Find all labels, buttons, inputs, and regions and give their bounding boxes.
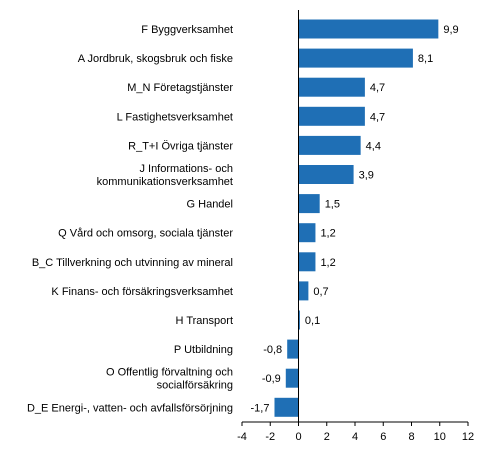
value-label: 0,1	[305, 315, 320, 327]
x-tick-label: -4	[237, 431, 247, 443]
category-label: Q Vård och omsorg, sociala tjänster	[58, 228, 233, 240]
bar	[298, 135, 361, 155]
category-label: P Utbildning	[174, 344, 233, 356]
bar	[274, 397, 299, 417]
x-tick-label: 6	[380, 431, 386, 443]
value-label: 4,7	[370, 82, 385, 94]
x-ticks-group: -4 -2 0 2 4 6 8 10 12	[237, 422, 474, 443]
category-label: D_E Energi-, vatten- och avfallsförsörjn…	[27, 402, 233, 414]
value-label: -0,8	[263, 344, 282, 356]
category-label-line: kommunikationsverksamhet	[97, 176, 233, 188]
category-label-line: A Jordbruk, skogsbruk och fiske	[78, 53, 233, 65]
value-label: 1,2	[320, 257, 335, 269]
bar	[298, 223, 316, 243]
x-tick-label: 12	[462, 431, 474, 443]
value-label: 4,4	[366, 140, 381, 152]
category-label-line: B_C Tillverkning och utvinning av minera…	[32, 257, 233, 269]
value-label: 4,7	[370, 111, 385, 123]
value-label: 1,5	[325, 199, 340, 211]
value-label: 0,7	[313, 286, 328, 298]
category-label-line: M_N Företagstjänster	[127, 82, 233, 94]
value-label: 1,2	[320, 228, 335, 240]
value-label: 3,9	[359, 170, 374, 182]
category-label: L Fastighetsverksamhet	[117, 111, 233, 123]
bar	[298, 281, 309, 301]
category-label: H Transport	[176, 315, 233, 327]
category-label: M_N Företagstjänster	[127, 82, 233, 94]
category-label: A Jordbruk, skogsbruk och fiske	[78, 53, 233, 65]
category-label: F Byggverksamhet	[141, 24, 233, 36]
category-label-line: G Handel	[187, 199, 233, 211]
bars-group	[274, 19, 439, 417]
category-label: O Offentlig förvaltning och socialförsäkr…	[106, 367, 233, 392]
value-label: -0,9	[262, 373, 281, 385]
x-tick-label: 2	[324, 431, 330, 443]
category-label-line: socialförsäkring	[157, 380, 233, 392]
category-labels-group: F Byggverksamhet A Jordbruk, skogsbruk oc…	[27, 24, 233, 414]
category-label-line: J Informations- och	[139, 163, 233, 175]
bar	[298, 252, 316, 272]
bar	[298, 48, 413, 68]
value-label: -1,7	[251, 402, 270, 414]
value-label: 8,1	[418, 53, 433, 65]
x-tick-label: 0	[295, 431, 301, 443]
x-tick-label: 8	[408, 431, 414, 443]
category-label: R_T+I Övriga tjänster	[128, 140, 233, 152]
category-label-line: P Utbildning	[174, 344, 233, 356]
category-label-line: Q Vård och omsorg, sociala tjänster	[58, 228, 233, 240]
category-label-line: R_T+I Övriga tjänster	[128, 140, 233, 152]
bar	[298, 165, 354, 184]
bar	[298, 310, 300, 330]
category-label-line: D_E Energi-, vatten- och avfallsförsörjn…	[27, 402, 233, 414]
category-label-line: O Offentlig förvaltning och	[106, 367, 233, 379]
bar	[298, 106, 365, 126]
bar	[287, 339, 299, 359]
category-label: G Handel	[187, 199, 233, 211]
x-tick-label: 4	[352, 431, 358, 443]
category-label: B_C Tillverkning och utvinning av minera…	[32, 257, 233, 269]
bar	[298, 194, 320, 214]
category-label-line: K Finans- och försäkringsverksamhet	[51, 286, 233, 298]
x-tick-label: -2	[265, 431, 275, 443]
category-label: K Finans- och försäkringsverksamhet	[51, 286, 233, 298]
category-label: J Informations- och kommunikationsverksam…	[97, 163, 233, 188]
x-tick-label: 10	[434, 431, 446, 443]
category-label-line: H Transport	[176, 315, 233, 327]
bar	[298, 77, 365, 97]
category-label-line: F Byggverksamhet	[141, 24, 233, 36]
bar	[298, 19, 439, 39]
value-label: 9,9	[443, 24, 458, 36]
category-label-line: L Fastighetsverksamhet	[117, 111, 233, 123]
bar	[285, 368, 299, 388]
value-labels-group: 9,9 8,1 4,7 4,7 4,4 3,9 1,5 1,2 1,2 0,7 0,1 -0,8 -0,…	[251, 24, 459, 414]
